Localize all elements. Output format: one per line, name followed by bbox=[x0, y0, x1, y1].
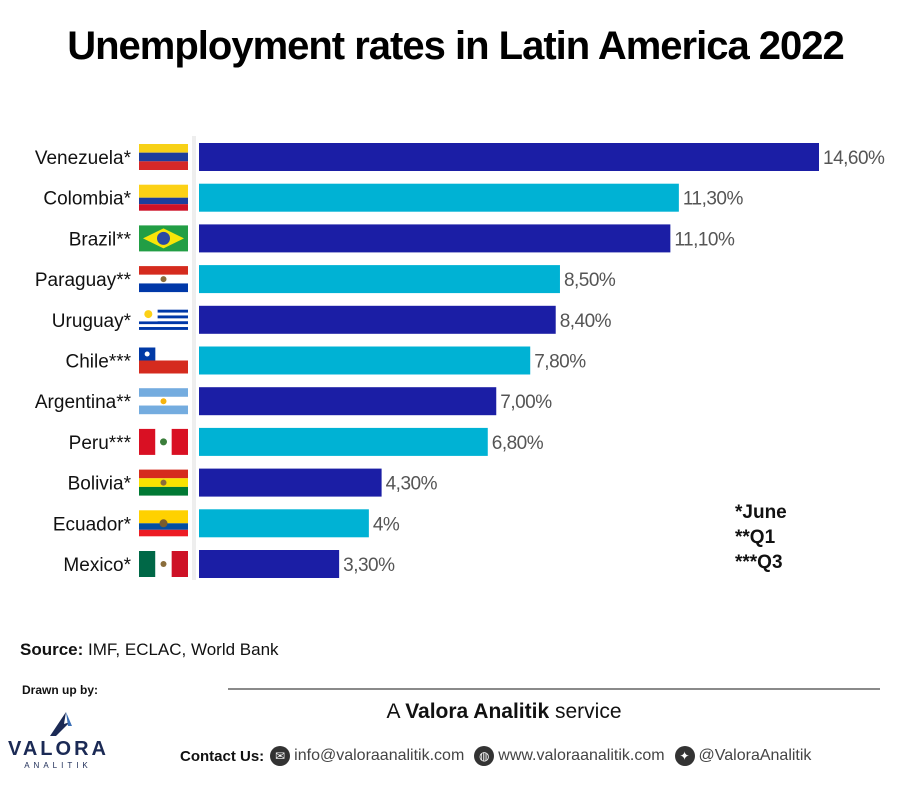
value-label: 8,50% bbox=[564, 270, 616, 291]
axis-strip bbox=[192, 136, 196, 580]
category-label: Mexico* bbox=[63, 555, 131, 576]
chile-flag-icon bbox=[139, 347, 188, 374]
mexico-flag-icon bbox=[139, 551, 188, 577]
globe-icon: ◍ bbox=[474, 746, 495, 766]
value-label: 11,10% bbox=[674, 229, 735, 250]
category-label: Colombia* bbox=[43, 189, 131, 210]
contact-email[interactable]: info@valoraanalitik.com bbox=[294, 747, 465, 764]
logo-sub: ANALITIK bbox=[24, 761, 92, 770]
value-label: 3,30% bbox=[343, 555, 395, 576]
contact-bar: Contact Us: ✉ info@valoraanalitik.com ◍ … bbox=[180, 746, 821, 766]
peru-flag-icon bbox=[139, 428, 188, 455]
category-label: Paraguay** bbox=[35, 270, 132, 291]
footnote-q3: ***Q3 bbox=[735, 552, 783, 573]
category-label: Venezuela* bbox=[35, 148, 132, 169]
bar bbox=[199, 468, 382, 497]
bar bbox=[199, 550, 340, 578]
value-label: 11,30% bbox=[683, 189, 744, 210]
bar bbox=[199, 305, 556, 334]
contact-label: Contact Us: bbox=[180, 747, 265, 765]
chart-title: Unemployment rates in Latin America 2022 bbox=[67, 24, 845, 68]
category-label: Bolivia* bbox=[68, 474, 132, 495]
logo-mark-icon bbox=[50, 712, 72, 736]
contact-website[interactable]: www.valoraanalitik.com bbox=[498, 747, 665, 764]
service-prefix: A bbox=[386, 700, 400, 723]
category-label: Chile*** bbox=[66, 352, 132, 373]
uruguay-flag-icon bbox=[139, 306, 188, 333]
category-label: Ecuador* bbox=[53, 514, 132, 535]
email-icon: ✉ bbox=[270, 746, 291, 766]
footnotes: *June **Q1 ***Q3 bbox=[735, 500, 787, 575]
value-label: 7,00% bbox=[500, 392, 552, 413]
source-text: IMF, ECLAC, World Bank bbox=[88, 640, 279, 659]
service-suffix: service bbox=[554, 700, 622, 723]
category-label: Argentina** bbox=[35, 392, 132, 413]
value-label: 8,40% bbox=[560, 311, 612, 332]
category-label: Uruguay* bbox=[52, 311, 132, 332]
divider bbox=[228, 688, 880, 690]
logo-word: VALORA bbox=[8, 738, 109, 760]
colombia-flag-icon bbox=[139, 184, 188, 211]
value-label: 6,80% bbox=[492, 433, 544, 454]
footnote-june: *June bbox=[735, 502, 787, 523]
bar bbox=[199, 224, 671, 253]
brazil-flag-icon bbox=[139, 225, 188, 252]
drawn-by-label: Drawn up by: bbox=[22, 683, 99, 697]
bar bbox=[199, 387, 497, 416]
bar bbox=[199, 427, 488, 456]
bar bbox=[199, 183, 679, 212]
service-line: A Valora Analitik service bbox=[228, 700, 780, 724]
value-label: 7,80% bbox=[534, 352, 586, 373]
venezuela-flag-icon bbox=[139, 144, 188, 170]
argentina-flag-icon bbox=[139, 388, 188, 415]
ecuador-flag-icon bbox=[139, 510, 188, 537]
category-label: Peru*** bbox=[69, 433, 132, 454]
source-label: Source: bbox=[20, 640, 84, 659]
bolivia-flag-icon bbox=[139, 469, 188, 496]
footnote-q1: **Q1 bbox=[735, 527, 776, 548]
twitter-icon: ✦ bbox=[674, 746, 695, 766]
bar bbox=[199, 143, 819, 171]
value-label: 14,60% bbox=[823, 148, 885, 169]
contact-twitter[interactable]: @ValoraAnalitik bbox=[698, 747, 812, 764]
category-label: Brazil** bbox=[69, 229, 132, 250]
valora-logo: VALORA ANALITIK bbox=[8, 708, 116, 776]
bar bbox=[199, 509, 369, 538]
value-label: 4,30% bbox=[386, 474, 438, 495]
value-label: 4% bbox=[373, 514, 400, 535]
bar bbox=[199, 346, 531, 375]
bar bbox=[199, 265, 560, 294]
paraguay-flag-icon bbox=[139, 266, 188, 293]
source-line: Source: IMF, ECLAC, World Bank bbox=[20, 640, 279, 660]
bar-chart: Venezuela* 14,60% Colombia* 11,30% Brazil** 1… bbox=[35, 136, 886, 580]
service-brand: Valora Analitik bbox=[405, 700, 550, 723]
